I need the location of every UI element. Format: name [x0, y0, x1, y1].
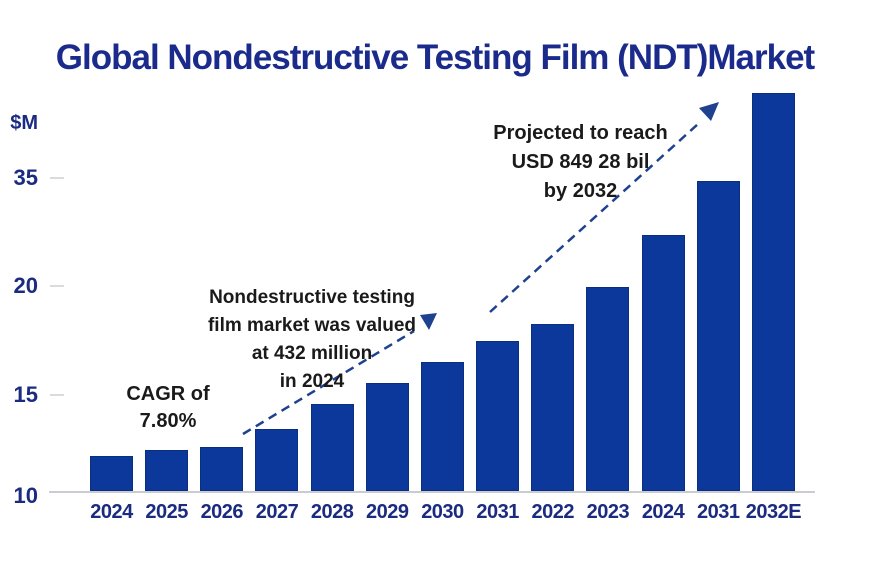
bar: [90, 456, 133, 491]
projection-line-2: USD 849 28 bil: [511, 151, 650, 173]
x-axis-label: 2023: [586, 501, 630, 523]
x-axis-label: 2022: [531, 501, 575, 523]
x-axis-label: 2027: [255, 501, 299, 523]
bar: [476, 341, 520, 491]
bar: [751, 93, 795, 491]
bar-cell: 2026: [200, 447, 244, 523]
x-axis-baseline: [49, 491, 815, 493]
valuation-line-3: at 432 million: [251, 343, 373, 364]
x-axis-label: 2024: [90, 501, 133, 523]
bar: [586, 287, 630, 491]
y-tick-mark: [50, 177, 64, 179]
bar-cell: 2022: [531, 324, 575, 523]
projection-line-1: Projected to reach: [493, 122, 668, 144]
bar: [200, 447, 244, 491]
bar-cell: 2023: [586, 287, 630, 523]
bar-cell: 2028: [310, 404, 354, 523]
bar-cell: 2031: [696, 181, 740, 523]
x-axis-label: 2024: [641, 501, 685, 523]
y-axis-unit-label: $M: [10, 112, 38, 134]
bar: [641, 235, 685, 491]
bar: [145, 450, 189, 491]
cagr-line-1: CAGR of: [126, 383, 210, 405]
x-axis-label: 2030: [421, 501, 464, 523]
projection-line-3: by 2032: [543, 180, 618, 202]
y-tick-mark: [50, 285, 64, 287]
bar-series: 2024 2025 2026 2027 2028 2029 2030 2031 2022 2023…: [90, 91, 802, 523]
bar-cell: 2031: [476, 341, 520, 523]
page-title: Global Nondestructive Testing Film (NDT)…: [55, 38, 815, 77]
valuation-line-4: in 2024: [279, 371, 345, 392]
bar: [531, 324, 575, 491]
x-axis-label: 2026: [200, 501, 244, 523]
cagr-annotation: CAGR of 7.80%: [108, 381, 228, 435]
bar: [420, 362, 464, 491]
bar-cell: 2024: [90, 456, 133, 523]
bar-cell: 2032E: [746, 93, 802, 523]
cagr-line-2: 7.80%: [139, 410, 197, 432]
x-axis-label: 2032E: [745, 501, 802, 523]
x-axis-label: 2031: [696, 501, 740, 523]
bar-cell: 2024: [641, 235, 685, 523]
x-axis-label: 2031: [476, 501, 519, 523]
valuation-annotation: Nondestructive testing film market was v…: [196, 284, 428, 396]
bar-cell: 2030: [420, 362, 464, 523]
y-tick-label: 10: [13, 483, 38, 508]
projection-annotation: Projected to reach USD 849 28 bil by 203…: [478, 119, 683, 206]
bar-cell: 2027: [255, 429, 299, 523]
y-tick-mark: [50, 394, 64, 396]
y-tick-label: 15: [13, 382, 38, 407]
valuation-line-2: film market was valued: [207, 315, 417, 336]
y-tick-label: 35: [13, 165, 38, 190]
bar: [255, 429, 299, 491]
bar: [310, 404, 354, 491]
bar: [696, 181, 740, 491]
bar-cell: 2029: [365, 383, 409, 523]
bar-cell: 2025: [145, 450, 189, 523]
x-axis-label: 2028: [310, 501, 354, 523]
y-tick-label: 20: [13, 273, 38, 298]
x-axis-label: 2025: [145, 501, 188, 523]
valuation-line-1: Nondestructive testing: [209, 287, 415, 308]
x-axis-label: 2029: [366, 501, 409, 523]
bar: [365, 383, 409, 491]
